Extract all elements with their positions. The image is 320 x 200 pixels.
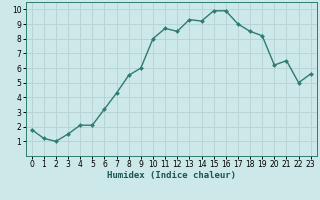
- X-axis label: Humidex (Indice chaleur): Humidex (Indice chaleur): [107, 171, 236, 180]
